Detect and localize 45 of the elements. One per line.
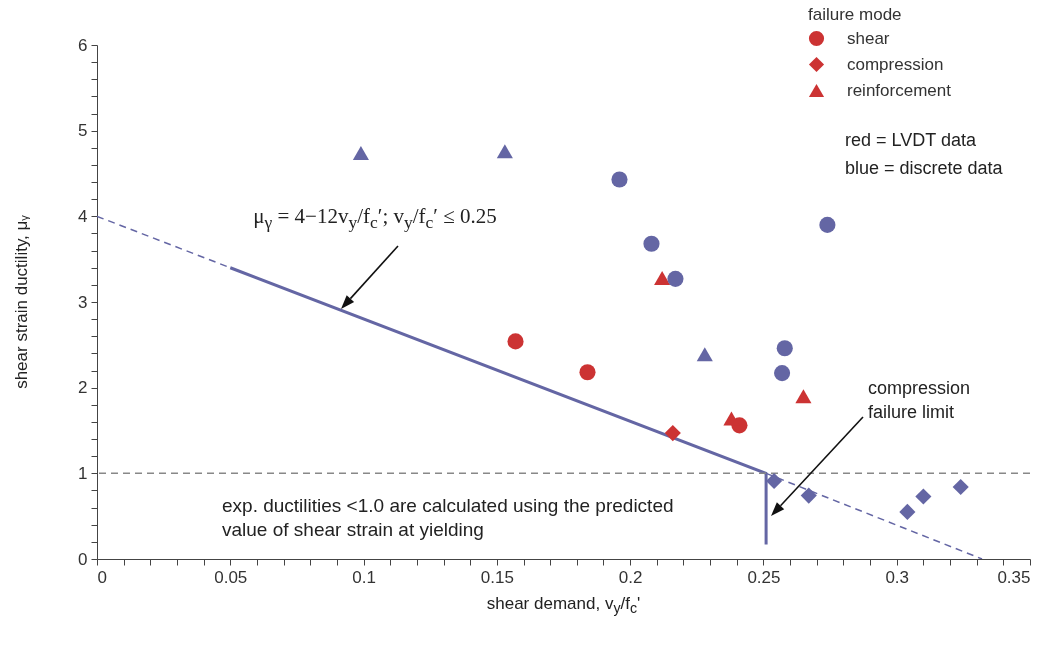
y-tick-label: 0 [78, 549, 88, 569]
point [611, 171, 628, 188]
y-tick-label: 2 [78, 378, 88, 398]
annotation: exp. ductilities <1.0 are calculated using the predicted value of shear strain at yielding [222, 494, 675, 542]
x-tick-label: 0.15 [480, 567, 514, 587]
point [507, 333, 524, 350]
y-axis-title: shear strain ductility, μᵧ [11, 214, 32, 391]
point [952, 478, 969, 496]
point [352, 145, 369, 160]
point [579, 364, 596, 381]
y-tick-label: 4 [78, 206, 88, 226]
point [696, 347, 713, 362]
point [496, 144, 513, 159]
point [915, 488, 932, 505]
point [774, 365, 791, 382]
point [664, 425, 681, 442]
x-tick-label: 0.35 [997, 567, 1031, 587]
x-tick-label: 0 [97, 567, 107, 587]
point [643, 235, 660, 252]
x-tick-label: 0.3 [885, 567, 910, 587]
x-tick-label: 0.25 [747, 567, 781, 587]
point [654, 271, 671, 285]
point [776, 340, 793, 357]
y-tick-label: 3 [78, 292, 88, 312]
point [667, 270, 684, 287]
y-tick-label: 1 [78, 463, 88, 483]
y-tick-label: 5 [78, 121, 88, 141]
legend-label: reinforcement [847, 80, 952, 100]
point [899, 503, 916, 520]
legend-label: compression [847, 54, 944, 74]
x-axis-title: shear demand, v$_{y}$/f$_{c}$' [485, 593, 642, 619]
point [766, 472, 783, 490]
legend-title: failure mode [808, 5, 902, 24]
annotation: blue = discrete data [845, 157, 1004, 180]
y-tick-label: 6 [78, 35, 88, 55]
text: μ$_{γ}$ = 4−12v$_{y}$/f$_{c}$′; v$_{y}$/f$_{c}$′ ≤ 0.25 [253, 204, 497, 233]
legend-label: shear [847, 28, 890, 48]
point [800, 487, 817, 504]
annotation: red = LVDT data [845, 129, 977, 152]
x-tick-label: 0.05 [214, 567, 248, 587]
x-tick-label: 0.1 [352, 567, 376, 587]
annotation: compression failure limit [868, 377, 972, 424]
point [795, 389, 812, 404]
point [819, 216, 836, 233]
x-tick-label: 0.2 [618, 567, 643, 587]
